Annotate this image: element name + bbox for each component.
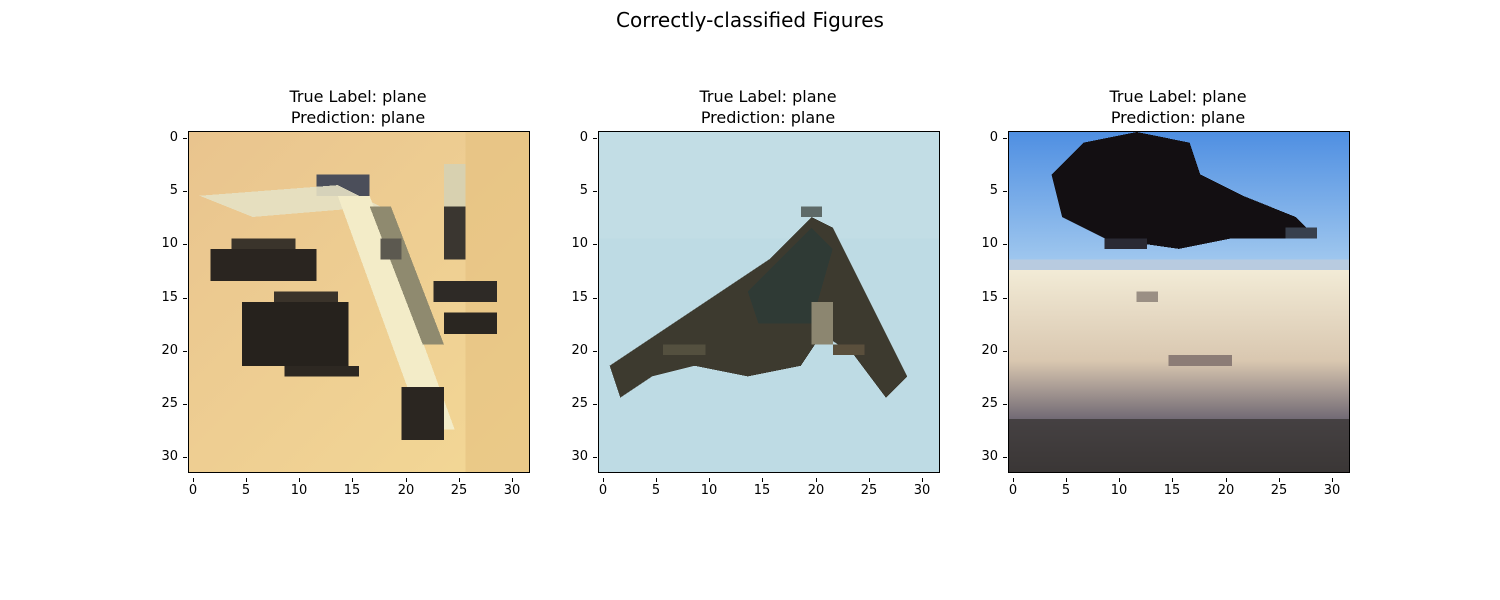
subplot-2: True Label: plane Prediction: plane 0 5 … (558, 0, 978, 600)
y-tick-label: 20 (968, 344, 1007, 358)
prediction-text: Prediction: plane (290, 108, 426, 127)
x-tick-label: 30 (907, 478, 937, 498)
x-tick-label: 5 (641, 478, 671, 498)
image-axes (1008, 131, 1350, 473)
subplot-title: True Label: plane Prediction: plane (148, 86, 568, 128)
x-tick-label: 30 (1317, 478, 1347, 498)
tail (401, 387, 444, 441)
y-tick-label: 15 (148, 291, 187, 305)
subplot-3: True Label: plane Prediction: plane (968, 0, 1388, 600)
x-tick-label: 25 (444, 478, 474, 498)
subplot-title: True Label: plane Prediction: plane (968, 86, 1388, 128)
x-tick-label: 25 (1264, 478, 1294, 498)
y-tick-label: 10 (148, 237, 187, 251)
y-tick-label: 5 (148, 184, 187, 198)
subplot-title: True Label: plane Prediction: plane (558, 86, 978, 128)
plane-image (1009, 132, 1349, 472)
x-tick-label: 5 (1051, 478, 1081, 498)
y-tick-label: 15 (558, 291, 597, 305)
y-tick-label: 20 (148, 344, 187, 358)
true-label-text: True Label: plane (1109, 87, 1247, 106)
x-tick-label: 10 (1104, 478, 1134, 498)
left-wing (210, 248, 317, 281)
y-tick-label: 25 (968, 397, 1007, 411)
y-tick-label: 15 (968, 291, 1007, 305)
x-tick-label: 25 (854, 478, 884, 498)
y-tick-label: 10 (968, 237, 1007, 251)
lower-wing (242, 302, 349, 366)
x-tick-label: 20 (391, 478, 421, 498)
y-tick-label: 25 (148, 397, 187, 411)
y-tick-label: 10 (558, 237, 597, 251)
x-tick-label: 15 (747, 478, 777, 498)
x-tick-label: 15 (337, 478, 367, 498)
fuselage (337, 195, 455, 430)
x-tick-label: 5 (231, 478, 261, 498)
image-axes (598, 131, 940, 473)
image-axes (188, 131, 530, 473)
y-tick-label: 20 (558, 344, 597, 358)
y-tick-label: 30 (558, 450, 597, 464)
x-tick-label: 10 (284, 478, 314, 498)
right-wing (433, 280, 498, 302)
y-tick-label: 0 (968, 131, 1007, 145)
y-tick-label: 5 (558, 184, 597, 198)
y-tick-label: 0 (558, 131, 597, 145)
x-tick-label: 10 (694, 478, 724, 498)
y-tick-label: 0 (148, 131, 187, 145)
figure-title: Correctly-classified Figures (616, 8, 884, 32)
prediction-text: Prediction: plane (1110, 108, 1246, 127)
plane-image (599, 132, 939, 472)
y-tick-label: 25 (558, 397, 597, 411)
x-tick-label: 0 (588, 478, 618, 498)
x-tick-label: 20 (1211, 478, 1241, 498)
y-tick-label: 5 (968, 184, 1007, 198)
prediction-text: Prediction: plane (700, 108, 836, 127)
y-tick-label: 30 (968, 450, 1007, 464)
x-tick-label: 0 (998, 478, 1028, 498)
x-tick-label: 30 (497, 478, 527, 498)
subplot-1: True Label: plane Prediction: plane (148, 0, 568, 600)
x-tick-label: 20 (801, 478, 831, 498)
aircraft-silhouette (1051, 132, 1318, 249)
plane-image (189, 132, 529, 472)
y-tick-label: 30 (148, 450, 187, 464)
x-tick-label: 15 (1157, 478, 1187, 498)
x-tick-label: 0 (178, 478, 208, 498)
true-label-text: True Label: plane (289, 87, 427, 106)
true-label-text: True Label: plane (699, 87, 837, 106)
